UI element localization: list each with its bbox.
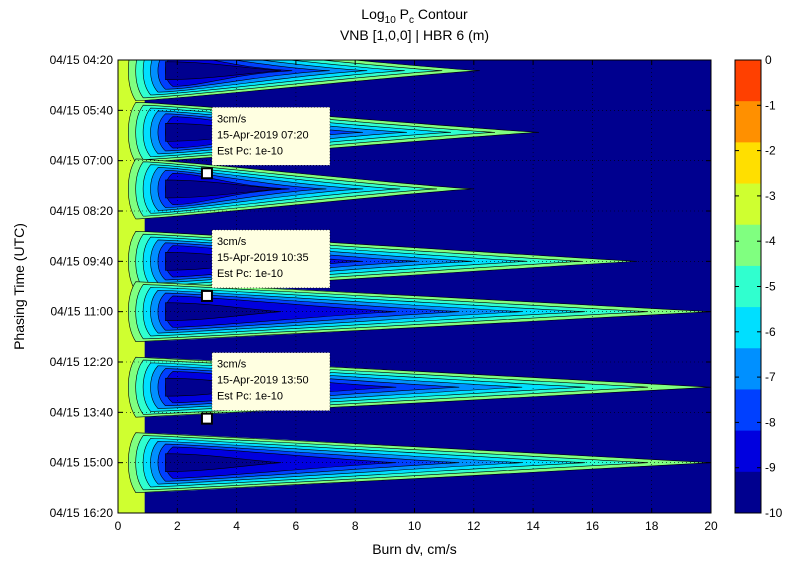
- y-tick-label: 04/15 07:00: [50, 154, 114, 168]
- colorbar-tick-label: -1: [765, 98, 776, 112]
- colorbar-segment: [735, 101, 761, 143]
- data-tip-line: Est Pc: 1e-10: [217, 391, 283, 403]
- chart-subtitle: VNB [1,0,0] | HBR 6 (m): [339, 27, 490, 43]
- colorbar-segment: [735, 471, 761, 514]
- y-tick-label: 04/15 05:40: [50, 103, 114, 117]
- contour-lobe-6: [128, 432, 711, 493]
- colorbar: 0 -1 -2 -3 -4 -5 -6 -7 -8 -9 -10: [734, 53, 783, 520]
- y-tick-label: 04/15 09:40: [50, 254, 114, 268]
- x-tick-label: 0: [115, 519, 122, 533]
- data-tip-line: 15-Apr-2019 10:35: [217, 252, 309, 264]
- data-tip-box: [211, 106, 331, 166]
- chart-title: Log10 Pc Contour: [118, 6, 711, 26]
- data-tip-line: 3cm/s: [217, 113, 247, 125]
- data-tip-marker[interactable]: [200, 412, 213, 425]
- data-tip-line: Est Pc: 1e-10: [217, 145, 283, 157]
- data-tip-box: [211, 352, 331, 411]
- colorbar-tick-label: -4: [765, 234, 776, 248]
- data-tip-marker[interactable]: [200, 167, 213, 180]
- x-tick-label: 2: [174, 519, 181, 533]
- contour-lobe-0: [128, 60, 480, 101]
- contour-core: [165, 302, 282, 321]
- colorbar-segment: [735, 265, 761, 308]
- chart-title-mid: P: [395, 6, 409, 22]
- contour-core: [165, 179, 282, 199]
- x-tick-label: 8: [352, 519, 359, 533]
- x-tick-label: 6: [293, 519, 300, 533]
- data-tip-line: Est Pc: 1e-10: [217, 268, 283, 280]
- chart-title-sub2: c: [409, 14, 414, 26]
- chart-title-sub1: 10: [384, 14, 396, 26]
- y-axis: 04/15 04:20 04/15 05:40 04/15 07:00 04/15 0…: [50, 53, 711, 520]
- x-tick-label: 4: [233, 519, 240, 533]
- colorbar-segment: [735, 389, 761, 432]
- chart-title-prefix: Log: [361, 6, 385, 22]
- data-tip-line: 3cm/s: [217, 236, 247, 248]
- y-tick-label: 04/15 15:00: [50, 456, 114, 470]
- colorbar-tick-label: 0: [765, 53, 772, 67]
- contour-core: [165, 453, 282, 472]
- y-tick-label: 04/15 16:20: [50, 506, 114, 520]
- colorbar-segment: [735, 60, 761, 102]
- colorbar-tick-label: -9: [765, 461, 776, 475]
- contour-lobe-4: [128, 281, 711, 342]
- data-tip-box: [211, 229, 331, 289]
- y-tick-label: 04/15 11:00: [50, 305, 113, 319]
- colorbar-segment: [735, 224, 761, 267]
- data-tip-line: 3cm/s: [217, 359, 247, 371]
- y-tick-label: 04/15 04:20: [50, 53, 114, 67]
- colorbar-tick-label: -2: [765, 144, 776, 158]
- data-tip-line: 15-Apr-2019 07:20: [217, 129, 309, 141]
- x-axis: 0 2 4 6 8 10 12 14 16 18 20: [115, 60, 718, 533]
- colorbar-tick-label: -3: [765, 189, 776, 203]
- y-tick-label: 04/15 08:20: [50, 204, 114, 218]
- colorbar-segment: [735, 307, 761, 349]
- y-tick-label: 04/15 12:20: [50, 355, 114, 369]
- colorbar-segment: [735, 183, 761, 226]
- data-tip-marker[interactable]: [200, 289, 213, 302]
- x-axis-label: Burn dv, cm/s: [372, 541, 457, 557]
- x-tick-label: 20: [704, 519, 718, 533]
- colorbar-tick-label: -10: [765, 506, 783, 520]
- y-tick-label: 04/15 13:40: [50, 405, 114, 419]
- colorbar-segment: [735, 348, 761, 390]
- colorbar-tick-label: -5: [765, 280, 776, 294]
- colorbar-segment: [735, 430, 761, 473]
- colorbar-segment: [735, 142, 761, 185]
- colorbar-tick-label: -8: [765, 415, 776, 429]
- x-tick-label: 10: [408, 519, 422, 533]
- y-axis-label: Phasing Time (UTC): [11, 223, 27, 350]
- x-tick-label: 16: [586, 519, 600, 533]
- x-tick-label: 18: [645, 519, 659, 533]
- data-tip-0[interactable]: 3cm/s 15-Apr-2019 07:20 Est Pc: 1e-10: [200, 106, 331, 180]
- contour-core: [165, 61, 282, 80]
- data-tip-2[interactable]: 3cm/s 15-Apr-2019 13:50 Est Pc: 1e-10: [200, 352, 331, 425]
- data-tip-1[interactable]: 3cm/s 15-Apr-2019 10:35 Est Pc: 1e-10: [200, 229, 331, 302]
- chart-title-suffix: Contour: [414, 6, 468, 22]
- colorbar-tick-label: -7: [765, 370, 776, 384]
- x-tick-label: 12: [467, 519, 481, 533]
- x-tick-label: 14: [526, 519, 540, 533]
- colorbar-tick-label: -6: [765, 325, 776, 339]
- data-tip-line: 15-Apr-2019 13:50: [217, 375, 309, 387]
